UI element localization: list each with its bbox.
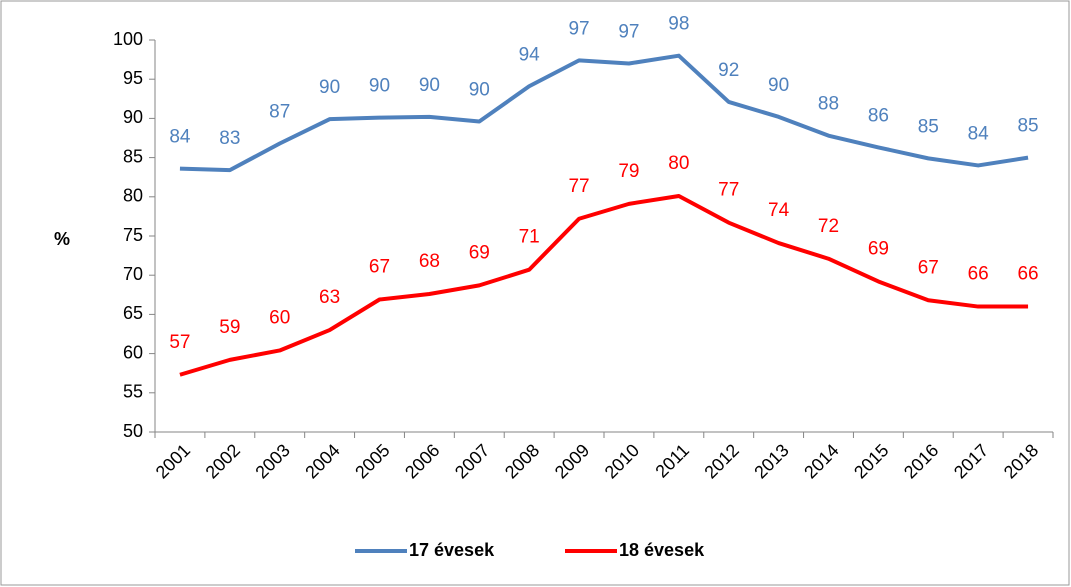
data-label: 85 xyxy=(1017,116,1038,137)
y-tick-label: 95 xyxy=(123,68,143,88)
data-label: 77 xyxy=(718,180,739,201)
data-label: 90 xyxy=(319,77,340,98)
y-tick-label: 85 xyxy=(123,146,143,166)
y-tick-label: 60 xyxy=(123,342,143,362)
data-label: 69 xyxy=(868,238,889,259)
y-tick-label: 55 xyxy=(123,382,143,402)
data-label: 63 xyxy=(319,287,340,308)
data-label: 68 xyxy=(419,251,440,272)
y-tick-label: 50 xyxy=(123,421,143,441)
data-label: 60 xyxy=(269,307,290,328)
data-label: 67 xyxy=(369,257,390,278)
data-label: 90 xyxy=(369,76,390,97)
y-tick-label: 80 xyxy=(123,186,143,206)
data-label: 83 xyxy=(219,128,240,149)
data-label: 72 xyxy=(818,216,839,237)
y-tick-label: 65 xyxy=(123,303,143,323)
data-label: 57 xyxy=(169,332,190,353)
series-line xyxy=(179,53,1029,173)
y-axis-label: % xyxy=(54,229,70,249)
data-label: 90 xyxy=(469,80,490,101)
data-label: 79 xyxy=(618,161,639,182)
data-label: 67 xyxy=(918,257,939,278)
data-label: 97 xyxy=(618,22,639,43)
legend-label: 17 évesek xyxy=(409,540,495,560)
data-label: 86 xyxy=(868,105,889,126)
y-tick-label: 100 xyxy=(113,29,143,49)
data-label: 69 xyxy=(469,242,490,263)
y-tick-label: 75 xyxy=(123,225,143,245)
data-label: 77 xyxy=(568,176,589,197)
data-label: 84 xyxy=(169,127,191,148)
data-label: 92 xyxy=(718,60,739,81)
data-label: 66 xyxy=(968,264,989,285)
y-tick-label: 70 xyxy=(123,264,143,284)
y-tick-label: 90 xyxy=(123,107,143,127)
data-label: 66 xyxy=(1017,264,1038,285)
data-label: 90 xyxy=(419,75,440,96)
data-label: 90 xyxy=(768,75,789,96)
data-label: 98 xyxy=(668,14,689,35)
data-label: 85 xyxy=(918,116,939,137)
data-label: 87 xyxy=(269,102,290,123)
data-label: 94 xyxy=(519,44,541,65)
data-label: 84 xyxy=(968,123,990,144)
data-label: 71 xyxy=(519,227,540,248)
data-label: 88 xyxy=(818,94,839,115)
data-label: 97 xyxy=(568,18,589,39)
data-label: 80 xyxy=(668,153,689,174)
data-label: 59 xyxy=(219,317,240,338)
series-line xyxy=(179,194,1029,377)
data-label: 74 xyxy=(768,200,790,221)
legend-label: 18 évesek xyxy=(619,540,705,560)
